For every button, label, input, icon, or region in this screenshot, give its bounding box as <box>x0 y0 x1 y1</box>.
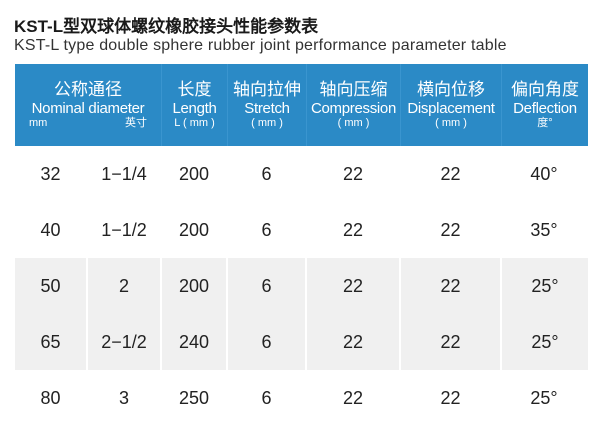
table-cell: 2−1/2 <box>88 314 162 370</box>
table-cell: 25° <box>530 387 558 408</box>
header-unit: ( mm ) <box>435 117 467 130</box>
table-cell: 22 <box>307 258 401 314</box>
table-cell: 35° <box>530 219 558 240</box>
table-cell: 22 <box>440 219 461 240</box>
table-row: 32 1−1/4 200 6 22 22 40° <box>15 146 588 202</box>
table-cell: 65 <box>15 314 88 370</box>
table-cell: 6 <box>261 219 272 240</box>
header-unit-mm: mm <box>29 117 48 130</box>
table-cell: 3 <box>118 387 129 408</box>
table-row: 80 3 250 6 22 22 25° <box>15 370 588 426</box>
table-cell: 240 <box>162 314 228 370</box>
table-cell: 50 <box>15 258 88 314</box>
header-unit-inch: 英寸 <box>125 117 147 130</box>
header-nominal-diameter: 公称通径 Nominal diameter mm 英寸 <box>15 64 162 146</box>
header-cn: 横向位移 <box>417 80 485 100</box>
table-row: 40 1−1/2 200 6 22 22 35° <box>15 202 588 258</box>
page-title: KST-L型双球体螺纹橡胶接头性能参数表 <box>14 17 319 36</box>
table-cell: 200 <box>178 163 210 184</box>
parameter-table: 公称通径 Nominal diameter mm 英寸 长度 Length L ( mm … <box>15 64 588 426</box>
table-cell: 25° <box>502 258 588 314</box>
table-cell: 6 <box>261 387 272 408</box>
header-unit: ( mm ) <box>251 117 283 130</box>
header-unit: 度° <box>537 117 553 130</box>
table-row: 50 2 200 6 22 22 25° <box>15 258 588 314</box>
table-row: 65 2−1/2 240 6 22 22 25° <box>15 314 588 370</box>
header-cn: 轴向压缩 <box>319 80 388 100</box>
table-cell: 22 <box>401 314 502 370</box>
table-cell: 200 <box>162 258 228 314</box>
table-cell: 6 <box>228 258 307 314</box>
header-en: Length <box>172 99 217 117</box>
header-displacement: 横向位移 Displacement( mm ) <box>401 64 502 146</box>
header-cn: 偏向角度 <box>511 80 579 100</box>
table-cell: 200 <box>178 219 210 240</box>
table-cell: 22 <box>342 219 364 240</box>
header-en: Stretch <box>244 99 290 117</box>
table-cell: 40° <box>530 163 558 184</box>
table-cell: 250 <box>178 387 210 408</box>
table-cell: 40 <box>40 219 61 240</box>
table-cell: 1−1/2 <box>101 219 147 240</box>
header-compression: 轴向压缩 Compression( mm ) <box>307 64 401 146</box>
table-cell: 80 <box>40 387 61 408</box>
header-deflection: 偏向角度 Deflection 度° <box>502 64 588 146</box>
header-cn: 长度 <box>177 80 212 100</box>
header-length: 长度 Length L ( mm ) <box>162 64 228 146</box>
table-cell: 32 <box>40 163 61 184</box>
header-unit: L ( mm ) <box>174 117 215 130</box>
table-cell: 22 <box>342 163 364 184</box>
table-cell: 1−1/4 <box>101 163 147 184</box>
header-cn: 轴向拉伸 <box>233 80 301 100</box>
header-unit: ( mm ) <box>337 117 370 130</box>
table-cell: 6 <box>261 163 272 184</box>
table-cell: 22 <box>307 314 401 370</box>
table-cell: 22 <box>401 258 502 314</box>
header-en: Nominal diameter <box>31 99 145 117</box>
table-cell: 22 <box>342 387 364 408</box>
table-cell: 6 <box>228 314 307 370</box>
table-header-row: 公称通径 Nominal diameter mm 英寸 长度 Length L ( mm … <box>15 64 588 146</box>
header-en: Compression <box>310 99 397 117</box>
header-cn: 公称通径 <box>54 80 122 100</box>
header-en: Displacement <box>407 99 495 117</box>
table-cell: 22 <box>440 163 461 184</box>
table-cell: 2 <box>88 258 162 314</box>
page-subtitle: KST-L type double sphere rubber joint pe… <box>14 37 507 54</box>
table-cell: 25° <box>502 314 588 370</box>
header-en: Deflection <box>513 99 577 117</box>
table-cell: 22 <box>440 387 461 408</box>
header-stretch: 轴向拉伸 Stretch( mm ) <box>228 64 307 146</box>
